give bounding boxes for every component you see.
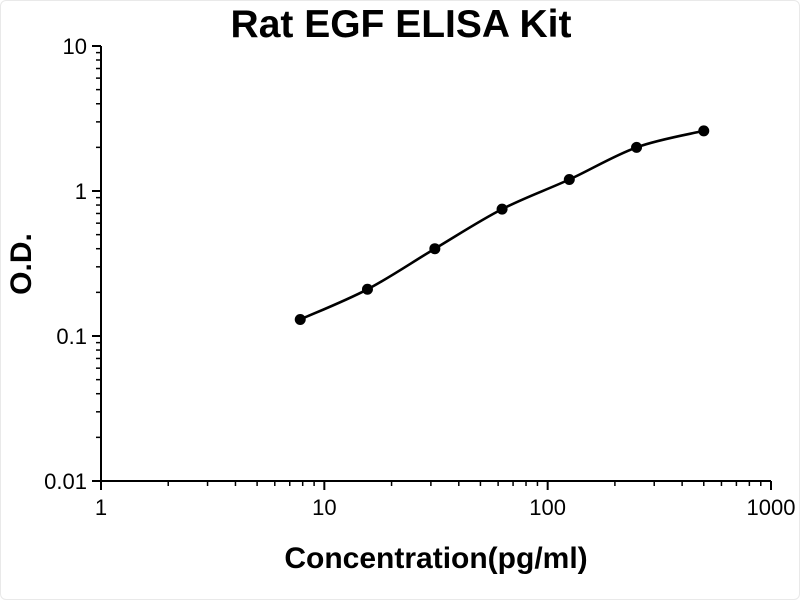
data-point-marker — [563, 174, 575, 186]
y-tick-label: 0.1 — [56, 324, 87, 349]
standard-curve-line — [298, 129, 706, 321]
data-point-marker — [361, 283, 373, 295]
y-tick-label: 0.01 — [44, 469, 87, 494]
x-tick-label: 1 — [95, 495, 107, 520]
x-axis-label: Concentration(pg/ml) — [284, 542, 588, 575]
data-point-marker — [496, 203, 508, 215]
y-tick-label: 10 — [63, 34, 87, 59]
y-tick-label: 1 — [75, 179, 87, 204]
x-tick-label: 10 — [312, 495, 336, 520]
data-point-marker — [429, 243, 441, 255]
data-point-marker — [631, 141, 643, 153]
chart-title: Rat EGF ELISA Kit — [230, 3, 572, 46]
data-point-marker — [294, 313, 306, 325]
x-tick-label: 1000 — [747, 495, 796, 520]
data-point-marker — [698, 125, 710, 137]
x-tick-label: 100 — [529, 495, 566, 520]
